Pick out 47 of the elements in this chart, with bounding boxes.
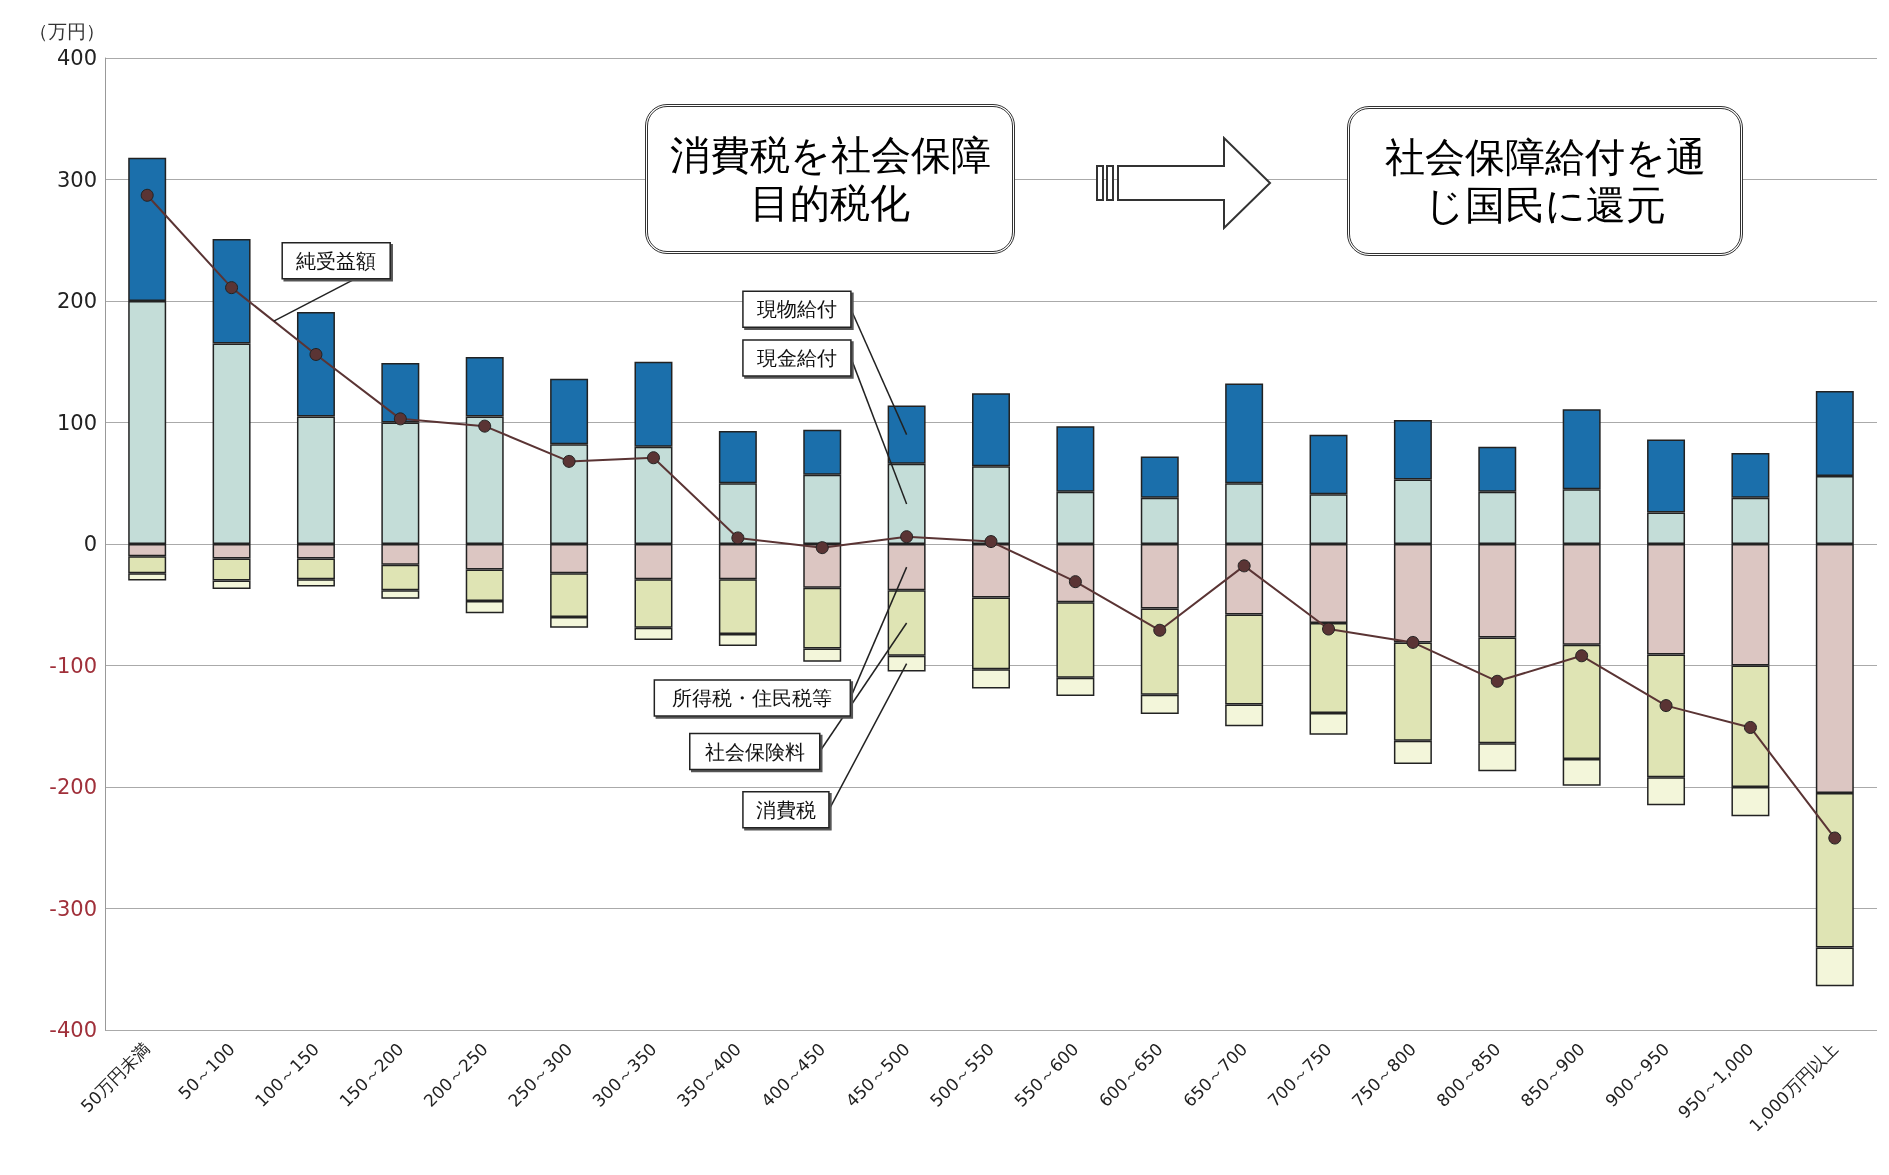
y-tick-label: 100 xyxy=(56,410,97,435)
x-tick-label: 400～450 xyxy=(757,1038,830,1111)
text: 現物給付 xyxy=(756,297,837,322)
text: 社会保険料 xyxy=(704,739,805,764)
point xyxy=(900,530,914,544)
point xyxy=(140,188,154,202)
point xyxy=(646,451,660,465)
x-tick-label: 750～800 xyxy=(1347,1038,1420,1111)
y-tick-label: -200 xyxy=(49,775,97,799)
text: 消費税 xyxy=(755,797,816,822)
point xyxy=(393,412,407,426)
point xyxy=(1659,699,1673,713)
point xyxy=(562,454,576,468)
point xyxy=(731,531,745,545)
x-tick-label: 850～900 xyxy=(1516,1038,1589,1111)
x-tick-label: 50～100 xyxy=(174,1038,239,1104)
point xyxy=(1068,575,1082,589)
text: 現金給付 xyxy=(756,345,837,370)
text: 純受益額 xyxy=(296,248,377,273)
point xyxy=(309,347,323,361)
point xyxy=(1406,635,1420,649)
point xyxy=(815,541,829,555)
x-tick-label: 650～700 xyxy=(1179,1038,1252,1111)
annotation: 消費税を社会保障目的税化 xyxy=(645,104,1015,254)
point xyxy=(1322,622,1336,636)
point xyxy=(1153,623,1167,637)
y-tick-label: 300 xyxy=(56,167,97,192)
y-tick-label: -300 xyxy=(49,896,97,921)
x-tick-label: 700～750 xyxy=(1263,1038,1336,1111)
y-tick-label: 0 xyxy=(83,532,97,556)
x-tick-label: 600～650 xyxy=(1094,1038,1167,1111)
point xyxy=(1743,720,1757,734)
point xyxy=(1575,649,1589,663)
annotation: 社会保障給付を通じ国民に還元 xyxy=(1347,106,1743,256)
point xyxy=(225,281,239,295)
x-tick-label: 450～500 xyxy=(841,1038,914,1111)
y-tick-label: 400 xyxy=(56,46,97,70)
y-axis-title: （万円） xyxy=(29,19,105,42)
y-tick-label: 200 xyxy=(56,289,97,313)
point xyxy=(478,419,492,433)
point xyxy=(1237,559,1251,573)
x-tick-label: 800～850 xyxy=(1432,1038,1505,1111)
point xyxy=(1490,674,1504,688)
point xyxy=(984,535,998,549)
point xyxy=(1828,831,1842,845)
text: 所得税・住民税等 xyxy=(672,686,833,711)
y-tick-label: -100 xyxy=(49,653,97,678)
